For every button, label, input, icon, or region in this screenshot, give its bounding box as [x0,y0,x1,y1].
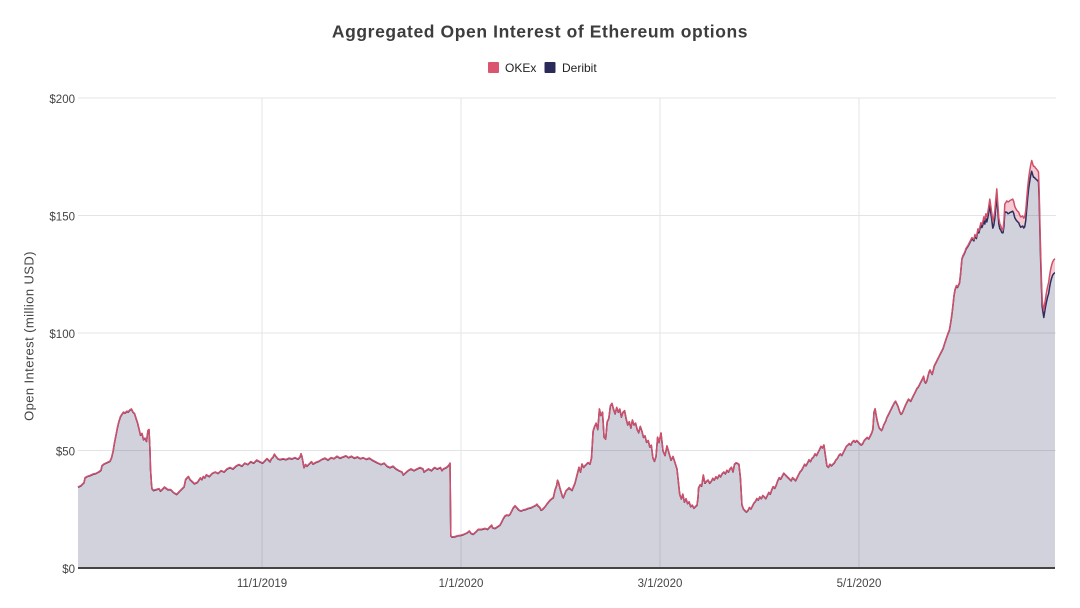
svg-text:$50: $50 [56,447,75,459]
svg-text:Open Interest (million USD): Open Interest (million USD) [22,251,37,421]
svg-text:$100: $100 [49,329,75,341]
svg-text:Deribit: Deribit [562,61,597,75]
svg-text:$150: $150 [49,212,75,224]
svg-text:11/1/2019: 11/1/2019 [237,578,287,590]
svg-text:1/1/2020: 1/1/2020 [439,578,484,590]
svg-text:OKEx: OKEx [505,61,536,75]
svg-text:$200: $200 [49,94,75,106]
svg-text:Aggregated Open Interest of Et: Aggregated Open Interest of Ethereum opt… [332,22,748,42]
svg-text:3/1/2020: 3/1/2020 [638,578,683,590]
svg-text:5/1/2020: 5/1/2020 [837,578,882,590]
svg-text:$0: $0 [62,564,75,576]
